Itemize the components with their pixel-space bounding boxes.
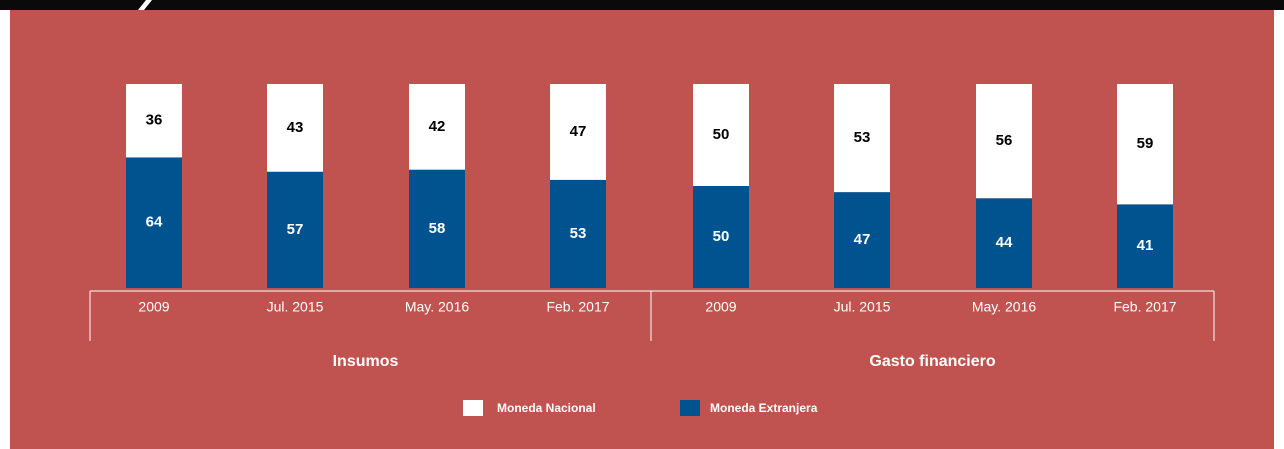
bar-segment bbox=[550, 84, 606, 180]
bar-segment bbox=[976, 84, 1032, 199]
value-label: 64 bbox=[146, 214, 163, 231]
bar-segment bbox=[693, 186, 749, 288]
chart-background bbox=[10, 10, 1274, 449]
legend-label: Moneda Extranjera bbox=[710, 401, 818, 415]
legend-label: Moneda Nacional bbox=[497, 401, 596, 415]
value-label: 47 bbox=[570, 123, 587, 140]
value-label: 42 bbox=[429, 118, 446, 135]
value-label: 43 bbox=[287, 119, 304, 136]
bar-segment bbox=[834, 192, 890, 288]
top-band bbox=[0, 0, 1284, 10]
x-tick-label: Feb. 2017 bbox=[1113, 299, 1176, 315]
value-label: 44 bbox=[996, 234, 1013, 251]
bar-segment bbox=[550, 179, 606, 288]
value-label: 53 bbox=[570, 225, 587, 242]
value-label: 50 bbox=[713, 126, 730, 143]
top-band-notch bbox=[138, 0, 152, 10]
value-label: 41 bbox=[1137, 237, 1154, 254]
value-label: 50 bbox=[713, 228, 730, 245]
value-label: 36 bbox=[146, 112, 163, 129]
x-tick-label: 2009 bbox=[705, 299, 736, 315]
legend-swatch bbox=[680, 400, 700, 416]
legend-swatch bbox=[463, 400, 483, 416]
value-label: 53 bbox=[854, 129, 871, 146]
value-label: 58 bbox=[429, 220, 446, 237]
x-tick-label: Jul. 2015 bbox=[267, 299, 324, 315]
x-tick-label: 2009 bbox=[138, 299, 169, 315]
bar-segment bbox=[267, 171, 323, 288]
x-tick-label: May. 2016 bbox=[972, 299, 1037, 315]
value-label: 57 bbox=[287, 221, 304, 238]
x-tick-label: Feb. 2017 bbox=[546, 299, 609, 315]
bar-segment bbox=[1117, 204, 1173, 288]
bar-segment bbox=[1117, 84, 1173, 205]
group-label: Insumos bbox=[333, 353, 399, 370]
bar-segment bbox=[409, 84, 465, 170]
bar-segment bbox=[976, 198, 1032, 288]
bar-segment bbox=[267, 84, 323, 172]
bar-segment bbox=[834, 84, 890, 193]
group-label: Gasto financiero bbox=[869, 353, 995, 370]
value-label: 56 bbox=[996, 132, 1013, 149]
bar-segment bbox=[409, 169, 465, 288]
bar-segment bbox=[126, 157, 182, 288]
x-tick-label: Jul. 2015 bbox=[834, 299, 891, 315]
value-label: 47 bbox=[854, 231, 871, 248]
bar-segment bbox=[126, 84, 182, 158]
x-tick-label: May. 2016 bbox=[405, 299, 470, 315]
value-label: 59 bbox=[1137, 135, 1154, 152]
bar-segment bbox=[693, 84, 749, 186]
